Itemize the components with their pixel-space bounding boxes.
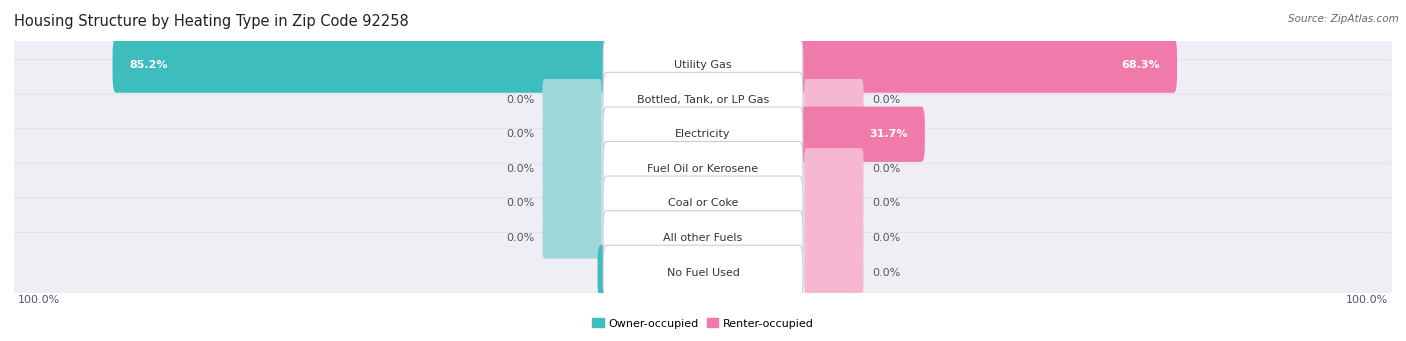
FancyBboxPatch shape — [700, 107, 925, 162]
FancyBboxPatch shape — [603, 38, 803, 92]
Text: 0.0%: 0.0% — [872, 233, 900, 243]
Text: 0.0%: 0.0% — [506, 164, 534, 174]
Text: 0.0%: 0.0% — [506, 198, 534, 208]
Text: 0.0%: 0.0% — [506, 129, 534, 139]
Text: 0.0%: 0.0% — [872, 164, 900, 174]
FancyBboxPatch shape — [543, 217, 602, 259]
FancyBboxPatch shape — [11, 25, 1395, 105]
FancyBboxPatch shape — [543, 114, 602, 155]
FancyBboxPatch shape — [700, 38, 1177, 93]
Text: Housing Structure by Heating Type in Zip Code 92258: Housing Structure by Heating Type in Zip… — [14, 14, 409, 29]
FancyBboxPatch shape — [804, 79, 863, 120]
Text: 0.0%: 0.0% — [506, 233, 534, 243]
FancyBboxPatch shape — [804, 148, 863, 190]
Text: Fuel Oil or Kerosene: Fuel Oil or Kerosene — [647, 164, 759, 174]
Text: 100.0%: 100.0% — [1347, 295, 1389, 305]
Text: All other Fuels: All other Fuels — [664, 233, 742, 243]
Text: 31.7%: 31.7% — [869, 129, 908, 139]
FancyBboxPatch shape — [603, 176, 803, 231]
FancyBboxPatch shape — [11, 198, 1395, 278]
Text: 0.0%: 0.0% — [872, 268, 900, 278]
FancyBboxPatch shape — [603, 72, 803, 127]
FancyBboxPatch shape — [603, 142, 803, 196]
FancyBboxPatch shape — [804, 183, 863, 224]
FancyBboxPatch shape — [543, 148, 602, 190]
FancyBboxPatch shape — [11, 94, 1395, 174]
FancyBboxPatch shape — [804, 217, 863, 259]
FancyBboxPatch shape — [11, 233, 1395, 313]
Text: 68.3%: 68.3% — [1121, 60, 1160, 70]
Text: Bottled, Tank, or LP Gas: Bottled, Tank, or LP Gas — [637, 95, 769, 105]
Text: 100.0%: 100.0% — [17, 295, 59, 305]
Text: Source: ZipAtlas.com: Source: ZipAtlas.com — [1288, 14, 1399, 24]
FancyBboxPatch shape — [603, 211, 803, 265]
Text: 0.0%: 0.0% — [872, 198, 900, 208]
FancyBboxPatch shape — [11, 60, 1395, 140]
Text: Electricity: Electricity — [675, 129, 731, 139]
FancyBboxPatch shape — [543, 79, 602, 120]
Text: 85.2%: 85.2% — [129, 60, 169, 70]
Text: Utility Gas: Utility Gas — [675, 60, 731, 70]
Text: 14.8%: 14.8% — [614, 268, 654, 278]
FancyBboxPatch shape — [598, 245, 706, 300]
FancyBboxPatch shape — [11, 163, 1395, 243]
FancyBboxPatch shape — [543, 183, 602, 224]
Text: Coal or Coke: Coal or Coke — [668, 198, 738, 208]
Text: No Fuel Used: No Fuel Used — [666, 268, 740, 278]
Text: 0.0%: 0.0% — [506, 95, 534, 105]
FancyBboxPatch shape — [603, 245, 803, 300]
Text: 0.0%: 0.0% — [872, 95, 900, 105]
Legend: Owner-occupied, Renter-occupied: Owner-occupied, Renter-occupied — [588, 314, 818, 333]
FancyBboxPatch shape — [11, 129, 1395, 209]
FancyBboxPatch shape — [804, 252, 863, 293]
FancyBboxPatch shape — [112, 38, 706, 93]
FancyBboxPatch shape — [603, 107, 803, 162]
